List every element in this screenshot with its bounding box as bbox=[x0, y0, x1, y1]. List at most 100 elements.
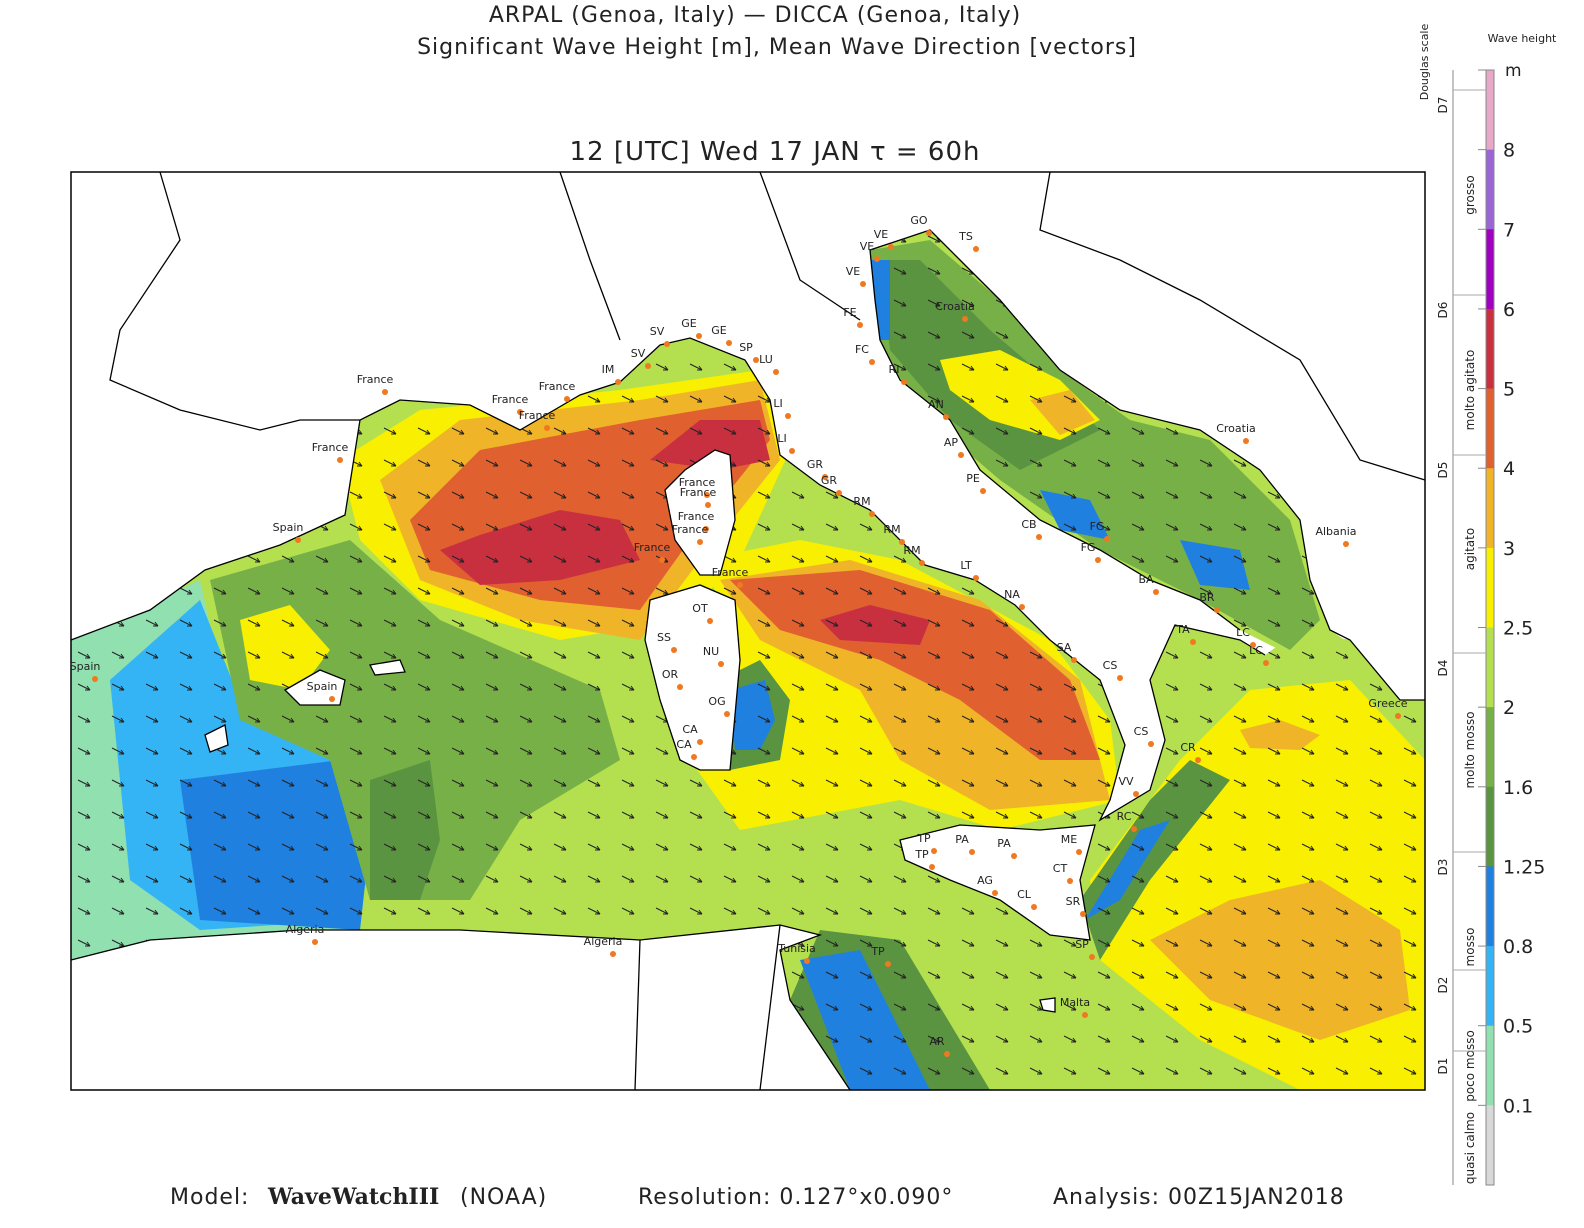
place-dot bbox=[1036, 534, 1042, 540]
place-dot bbox=[1343, 541, 1349, 547]
douglas-code: D5 bbox=[1436, 462, 1450, 479]
place-dot bbox=[1095, 557, 1101, 563]
place-dot bbox=[869, 511, 875, 517]
place-dot bbox=[1031, 904, 1037, 910]
tick-label: 2 bbox=[1503, 697, 1515, 719]
place-label: FG bbox=[1081, 541, 1096, 554]
place-dot bbox=[1195, 757, 1201, 763]
tick-label: 5 bbox=[1503, 379, 1515, 401]
place-dot bbox=[869, 359, 875, 365]
place-label: VE bbox=[846, 265, 861, 278]
color-band bbox=[1486, 70, 1494, 151]
place-label: FE bbox=[843, 306, 856, 319]
place-label: SP bbox=[739, 341, 753, 354]
place-label: GR bbox=[821, 474, 838, 487]
place-dot bbox=[697, 739, 703, 745]
place-label: VV bbox=[1118, 775, 1134, 788]
place-label: SS bbox=[657, 631, 671, 644]
place-label: France bbox=[312, 441, 349, 454]
place-dot bbox=[329, 696, 335, 702]
place-label: CR bbox=[1180, 741, 1196, 754]
place-dot bbox=[544, 425, 550, 431]
place-label: CS bbox=[1103, 659, 1118, 672]
place-label: TP bbox=[870, 945, 885, 958]
place-dot bbox=[1250, 642, 1256, 648]
place-label: France bbox=[492, 393, 529, 406]
douglas-code: D7 bbox=[1436, 97, 1450, 114]
sea-state: poco mosso bbox=[1463, 1030, 1477, 1102]
tick-label: 8 bbox=[1503, 140, 1515, 162]
place-dot bbox=[919, 560, 925, 566]
place-label: NU bbox=[703, 645, 719, 658]
place-dot bbox=[1071, 657, 1077, 663]
model-agency: (NOAA) bbox=[460, 1185, 547, 1210]
place-dot bbox=[610, 951, 616, 957]
color-band bbox=[1486, 1105, 1494, 1186]
color-band bbox=[1486, 149, 1494, 230]
place-dot bbox=[1131, 826, 1137, 832]
place-dot bbox=[1190, 639, 1196, 645]
tick-label: 0.5 bbox=[1503, 1016, 1533, 1038]
place-label: Croatia bbox=[935, 300, 975, 313]
place-dot bbox=[1263, 660, 1269, 666]
resolution: Resolution: 0.127°x0.090° bbox=[638, 1185, 953, 1210]
place-dot bbox=[737, 582, 743, 588]
place-label: GE bbox=[711, 324, 727, 337]
place-dot bbox=[1067, 878, 1073, 884]
place-dot bbox=[1395, 713, 1401, 719]
sea-state: agitato bbox=[1463, 528, 1477, 570]
place-dot bbox=[773, 369, 779, 375]
tick-label: 3 bbox=[1503, 538, 1515, 560]
header-line1: ARPAL (Genoa, Italy) — DICCA (Genoa, Ita… bbox=[489, 3, 1021, 28]
place-label: RM bbox=[853, 495, 870, 508]
place-dot bbox=[958, 452, 964, 458]
place-dot bbox=[1153, 589, 1159, 595]
place-label: TA bbox=[1175, 623, 1190, 636]
tick-label: 1.6 bbox=[1503, 777, 1533, 799]
place-dot bbox=[1011, 853, 1017, 859]
place-dot bbox=[697, 539, 703, 545]
sea-state: molto agitato bbox=[1463, 350, 1477, 431]
place-dot bbox=[1214, 607, 1220, 613]
place-label: LI bbox=[777, 432, 786, 445]
place-label: GO bbox=[910, 214, 928, 227]
place-dot bbox=[860, 281, 866, 287]
place-dot bbox=[659, 557, 665, 563]
place-dot bbox=[1243, 438, 1249, 444]
place-dot bbox=[704, 492, 710, 498]
place-dot bbox=[1148, 741, 1154, 747]
place-label: Croatia bbox=[1216, 422, 1256, 435]
color-band bbox=[1486, 627, 1494, 708]
place-label: FG bbox=[1090, 520, 1105, 533]
color-band bbox=[1486, 547, 1494, 628]
forecast-time: 12 [UTC] Wed 17 JAN τ = 60h bbox=[570, 137, 981, 167]
legend-unit: m bbox=[1505, 61, 1522, 81]
place-dot bbox=[1104, 536, 1110, 542]
legend-title: Wave height bbox=[1488, 32, 1557, 45]
place-dot bbox=[726, 340, 732, 346]
place-label: CS bbox=[1134, 725, 1149, 738]
place-dot bbox=[718, 661, 724, 667]
place-label: CL bbox=[1017, 888, 1032, 901]
place-dot bbox=[645, 363, 651, 369]
model-name: WaveWatchIII bbox=[267, 1184, 439, 1210]
place-dot bbox=[1076, 849, 1082, 855]
place-label: AN bbox=[928, 398, 944, 411]
place-label: CB bbox=[1021, 518, 1036, 531]
place-label: OR bbox=[662, 668, 679, 681]
place-dot bbox=[615, 379, 621, 385]
douglas-title: Douglas scale bbox=[1418, 24, 1431, 101]
sea-state: mosso bbox=[1463, 928, 1477, 967]
place-dot bbox=[926, 230, 932, 236]
place-label: AP bbox=[944, 436, 959, 449]
place-dot bbox=[929, 864, 935, 870]
place-dot bbox=[703, 526, 709, 532]
legend: Wave height Douglas scale m 8 7 6 5 4 3 2.5 2 1.… bbox=[1418, 24, 1557, 1186]
place-label: PA bbox=[955, 833, 969, 846]
place-dot bbox=[885, 961, 891, 967]
place-dot bbox=[874, 256, 880, 262]
place-label: PA bbox=[997, 837, 1011, 850]
place-label: TP bbox=[914, 848, 929, 861]
place-label: Tunisia bbox=[777, 942, 816, 955]
tick-label: 4 bbox=[1503, 458, 1515, 480]
